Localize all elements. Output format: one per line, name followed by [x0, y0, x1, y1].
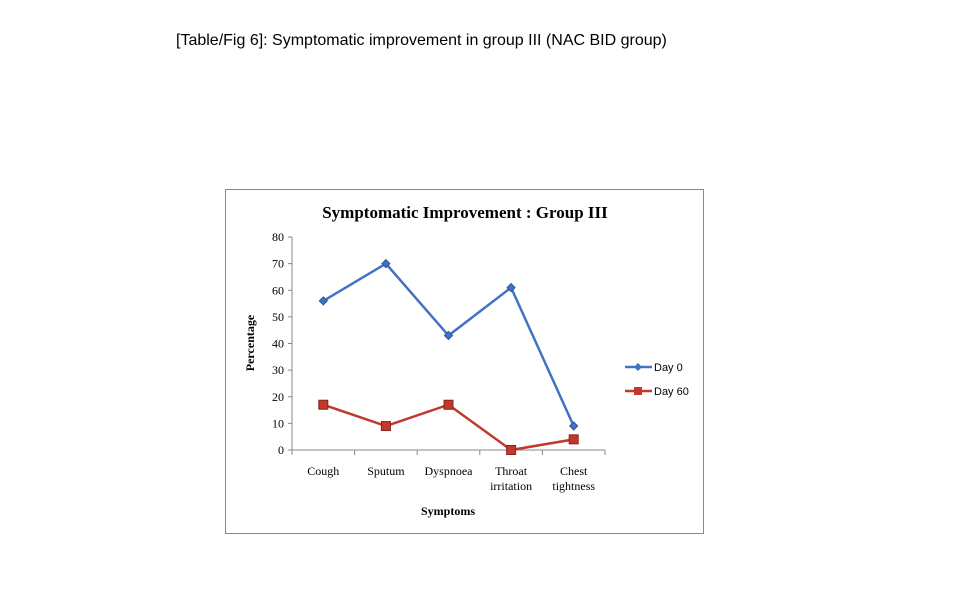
legend-marker: [634, 363, 642, 371]
data-point: [380, 421, 391, 432]
y-tick-label: 60: [272, 283, 284, 297]
figure-title: [Table/Fig 6]: Symptomatic improvement i…: [176, 32, 667, 49]
y-tick-label: 70: [272, 257, 284, 271]
x-tick-label: tightness: [552, 479, 595, 493]
y-tick-label: 10: [272, 416, 284, 430]
data-point: [443, 399, 454, 410]
x-tick-label: Cough: [307, 464, 339, 478]
y-tick-label: 50: [272, 310, 284, 324]
series-line-1: [322, 403, 574, 452]
data-point: [381, 258, 391, 269]
y-tick-label: 30: [272, 363, 284, 377]
x-tick-label: Chest: [560, 464, 588, 478]
data-point: [568, 434, 579, 445]
legend-marker: [634, 387, 642, 395]
x-tick-label: irritation: [490, 479, 532, 493]
data-point: [568, 421, 579, 431]
legend-label: Day 0: [654, 362, 683, 374]
y-axis-label: Percentage: [243, 314, 257, 371]
data-point: [318, 399, 329, 410]
data-point: [318, 296, 329, 306]
y-tick-label: 80: [272, 230, 284, 244]
y-tick-label: 20: [272, 390, 284, 404]
legend-label: Day 60: [654, 386, 689, 398]
x-tick-label: Dyspnoea: [425, 464, 474, 478]
x-tick-label: Throat: [495, 464, 528, 478]
chart-frame: [225, 189, 704, 534]
data-point: [506, 445, 517, 455]
y-tick-label: 40: [272, 337, 284, 351]
data-point: [443, 330, 454, 341]
x-axis-label: Symptoms: [421, 504, 475, 518]
y-tick-label: 0: [278, 443, 284, 457]
data-point: [506, 282, 516, 293]
x-tick-label: Sputum: [367, 464, 405, 478]
chart-title: Symptomatic Improvement : Group III: [322, 203, 608, 222]
